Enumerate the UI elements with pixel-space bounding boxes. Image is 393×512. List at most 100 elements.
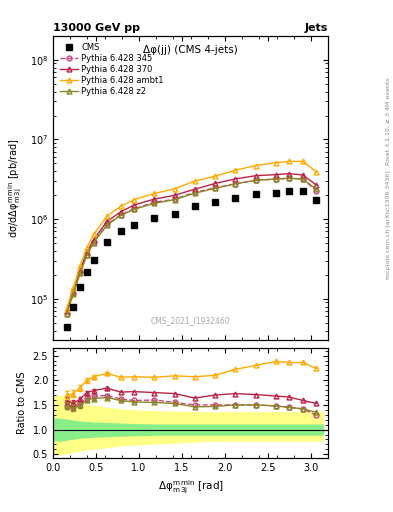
Pythia 6.428 ambt1 [233,167,238,174]
Pythia 6.428 345 [301,176,305,182]
Pythia 6.428 z2 [213,185,217,191]
Text: CMS_2021_I1932460: CMS_2021_I1932460 [151,316,230,325]
Pythia 6.428 ambt1 [253,162,258,168]
Y-axis label: dσ/dΔφ$^{\rm m\,min}_{\rm m\,3j}$ [pb/rad]: dσ/dΔφ$^{\rm m\,min}_{\rm m\,3j}$ [pb/ra… [7,138,24,238]
Pythia 6.428 z2 [132,206,136,212]
Pythia 6.428 z2 [253,177,258,183]
Pythia 6.428 z2 [118,212,123,219]
Pythia 6.428 z2 [64,311,69,317]
Pythia 6.428 ambt1 [314,169,319,175]
Pythia 6.428 345 [132,206,136,212]
CMS [213,199,217,205]
CMS [78,284,83,290]
Pythia 6.428 370 [84,249,89,255]
Pythia 6.428 345 [274,176,278,182]
Pythia 6.428 ambt1 [274,160,278,166]
Pythia 6.428 ambt1 [287,158,292,164]
Pythia 6.428 370 [91,237,96,243]
Pythia 6.428 z2 [301,176,305,182]
Line: Pythia 6.428 ambt1: Pythia 6.428 ambt1 [64,159,319,311]
Pythia 6.428 370 [253,173,258,179]
CMS [172,211,177,218]
Line: Pythia 6.428 370: Pythia 6.428 370 [64,171,319,313]
Pythia 6.428 345 [193,189,197,196]
X-axis label: Δφ$^{\rm m\,min}_{\rm m\,3j}$ [rad]: Δφ$^{\rm m\,min}_{\rm m\,3j}$ [rad] [158,479,224,496]
Pythia 6.428 370 [287,170,292,177]
Line: Pythia 6.428 z2: Pythia 6.428 z2 [64,176,319,316]
CMS [132,222,136,228]
Pythia 6.428 345 [233,181,238,187]
Pythia 6.428 z2 [193,190,197,196]
CMS [193,203,197,209]
CMS [64,324,69,330]
Text: Rivet 3.1.10, ≥ 3.4M events: Rivet 3.1.10, ≥ 3.4M events [386,77,391,165]
Text: mcplots.cern.ch [arXiv:1306.3436]: mcplots.cern.ch [arXiv:1306.3436] [386,170,391,279]
Pythia 6.428 370 [301,172,305,178]
Pythia 6.428 z2 [233,181,238,187]
Pythia 6.428 345 [172,196,177,202]
Pythia 6.428 z2 [91,240,96,246]
Pythia 6.428 370 [105,218,109,224]
Text: 13000 GeV pp: 13000 GeV pp [53,23,140,33]
Legend: CMS, Pythia 6.428 345, Pythia 6.428 370, Pythia 6.428 ambt1, Pythia 6.428 z2: CMS, Pythia 6.428 345, Pythia 6.428 370,… [57,40,166,98]
CMS [84,268,89,274]
Pythia 6.428 370 [152,196,157,202]
Pythia 6.428 z2 [105,222,109,228]
Pythia 6.428 345 [71,290,76,296]
Text: Δφ(jj) (CMS 4-jets): Δφ(jj) (CMS 4-jets) [143,45,238,55]
Pythia 6.428 z2 [78,270,83,276]
Pythia 6.428 370 [213,180,217,186]
CMS [301,188,305,194]
CMS [71,304,76,310]
Pythia 6.428 z2 [152,200,157,206]
Pythia 6.428 345 [287,175,292,181]
Pythia 6.428 345 [64,311,69,317]
Pythia 6.428 370 [314,182,319,188]
Pythia 6.428 ambt1 [172,186,177,192]
CMS [314,197,319,203]
Pythia 6.428 z2 [314,186,319,193]
CMS [233,195,238,201]
Pythia 6.428 370 [233,176,238,182]
CMS [274,189,278,196]
Pythia 6.428 z2 [172,197,177,203]
Pythia 6.428 345 [91,239,96,245]
Pythia 6.428 345 [84,251,89,258]
Pythia 6.428 370 [172,193,177,199]
Pythia 6.428 ambt1 [118,203,123,209]
CMS [118,228,123,234]
Pythia 6.428 ambt1 [132,197,136,203]
Pythia 6.428 ambt1 [193,178,197,184]
CMS [91,257,96,263]
Pythia 6.428 345 [253,177,258,183]
Pythia 6.428 z2 [84,252,89,259]
CMS [105,240,109,246]
Pythia 6.428 ambt1 [84,245,89,251]
Pythia 6.428 ambt1 [301,158,305,164]
Pythia 6.428 370 [71,289,76,295]
Line: CMS: CMS [63,188,320,330]
Pythia 6.428 345 [213,185,217,191]
Pythia 6.428 ambt1 [105,213,109,219]
CMS [253,191,258,198]
Pythia 6.428 ambt1 [64,306,69,312]
Pythia 6.428 z2 [274,176,278,182]
CMS [152,216,157,222]
Pythia 6.428 z2 [287,175,292,181]
Pythia 6.428 370 [78,267,83,273]
Pythia 6.428 370 [274,172,278,178]
Pythia 6.428 345 [118,212,123,218]
Pythia 6.428 ambt1 [213,173,217,179]
Pythia 6.428 345 [152,199,157,205]
Pythia 6.428 ambt1 [152,190,157,197]
CMS [287,188,292,194]
Y-axis label: Ratio to CMS: Ratio to CMS [17,372,27,435]
Pythia 6.428 345 [78,269,83,275]
Pythia 6.428 370 [64,308,69,314]
Pythia 6.428 ambt1 [78,263,83,269]
Pythia 6.428 370 [118,209,123,215]
Pythia 6.428 z2 [71,291,76,297]
Line: Pythia 6.428 345: Pythia 6.428 345 [64,176,319,316]
Pythia 6.428 345 [105,221,109,227]
Text: Jets: Jets [305,23,328,33]
